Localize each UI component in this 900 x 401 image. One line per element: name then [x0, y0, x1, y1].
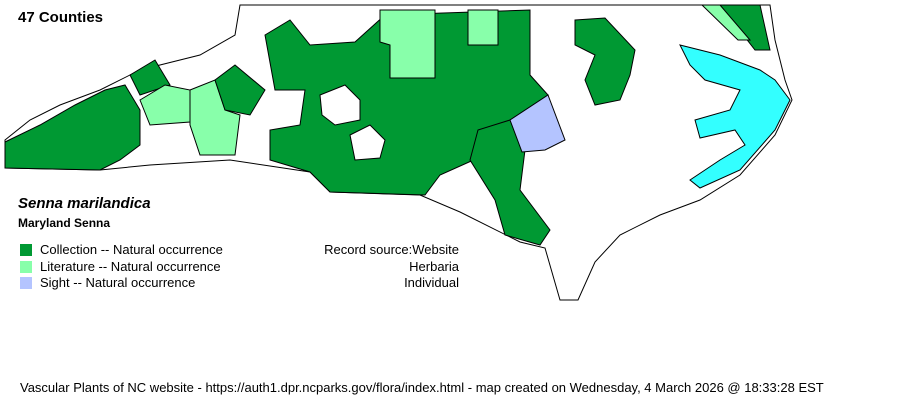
counties-literature-coast: [700, 4, 752, 41]
legend-label: Collection -- Natural occurrence: [40, 242, 223, 257]
swatch-icon: [20, 243, 32, 256]
county-sight: [509, 94, 566, 153]
scientific-name: Senna marilandica: [18, 195, 151, 212]
counties-collection-west: [4, 84, 141, 171]
footer-credit: Vascular Plants of NC website - https://…: [20, 380, 824, 395]
counties-collection-foothills: [214, 64, 266, 116]
legend-label: Literature -- Natural occurrence: [40, 259, 221, 274]
legend-sight: Sight -- Natural occurrence: [20, 275, 195, 290]
counties-collection-west2: [129, 59, 171, 96]
record-source-individual: Individual: [404, 275, 459, 290]
legend-collection: Collection -- Natural occurrence: [20, 242, 223, 257]
legend-literature: Literature -- Natural occurrence: [20, 259, 221, 274]
swatch-icon: [20, 260, 32, 273]
counties-literature-north: [379, 9, 436, 79]
counties-white-piedmont2: [349, 124, 386, 161]
counties-literature-north2: [467, 9, 499, 46]
common-name: Maryland Senna: [18, 216, 111, 230]
water-sounds: [679, 44, 791, 189]
legend-label: Sight -- Natural occurrence: [40, 275, 196, 290]
record-source-herbaria: Herbaria: [409, 259, 459, 274]
county-count: 47 Counties: [18, 9, 104, 26]
record-source-label: Record source:Website: [324, 242, 459, 257]
counties-white-piedmont: [319, 84, 361, 126]
counties-collection-ne: [574, 17, 636, 106]
swatch-icon: [20, 276, 32, 289]
